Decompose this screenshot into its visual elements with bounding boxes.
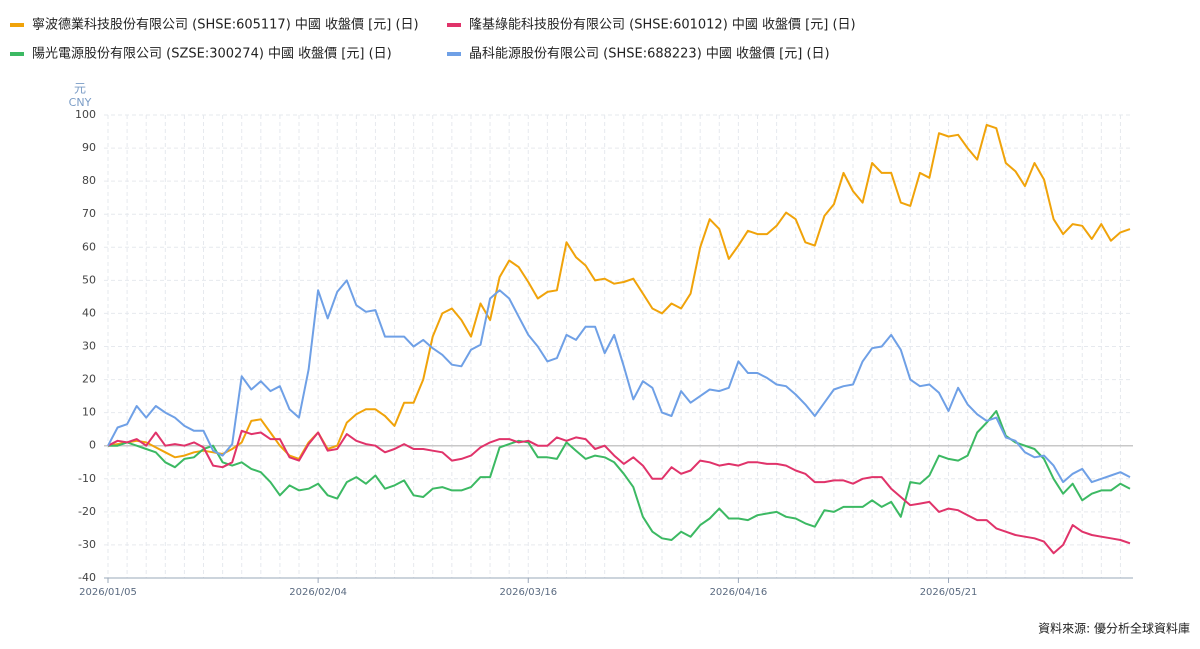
- y-tick-label: 40: [82, 306, 96, 319]
- y-tick-label: 20: [82, 373, 96, 386]
- y-unit: 元: [74, 82, 86, 96]
- source: 資料來源: 優分析全球資料庫: [1038, 621, 1190, 636]
- x-tick-label: 2026/02/04: [289, 587, 347, 598]
- y-tick-label: 100: [75, 108, 96, 121]
- y-tick-label: 0: [89, 439, 96, 452]
- y-tick-label: -30: [78, 538, 96, 551]
- y-unit: CNY: [69, 96, 92, 109]
- series-line: [107, 429, 1131, 555]
- y-tick-label: -10: [78, 472, 96, 485]
- y-tick-label: 80: [82, 174, 96, 187]
- x-tick-label: 2026/01/05: [79, 587, 137, 598]
- x-tick-label: 2026/04/16: [710, 587, 768, 598]
- y-tick-label: -20: [78, 505, 96, 518]
- x-tick-label: 2026/05/21: [920, 587, 978, 598]
- legend-label: 寧波德業科技股份有限公司 (SHSE:605117) 中國 收盤價 [元] (日…: [32, 17, 419, 33]
- series-line: [107, 123, 1131, 460]
- series-line: [108, 410, 1131, 541]
- y-tick-label: 70: [82, 207, 96, 220]
- y-tick-label: -40: [78, 571, 96, 584]
- y-tick-label: 10: [82, 406, 96, 419]
- y-tick-label: 50: [82, 273, 96, 286]
- legend-label: 陽光電源股份有限公司 (SZSE:300274) 中國 收盤價 [元] (日): [32, 47, 392, 62]
- legend-label: 晶科能源股份有限公司 (SHSE:688223) 中國 收盤價 [元] (日): [469, 47, 830, 62]
- y-tick-label: 30: [82, 340, 96, 353]
- y-tick-label: 90: [82, 141, 96, 154]
- series-line: [107, 279, 1131, 484]
- y-tick-label: 60: [82, 240, 96, 253]
- legend-label: 隆基綠能科技股份有限公司 (SHSE:601012) 中國 收盤價 [元] (日…: [469, 18, 856, 33]
- x-tick-label: 2026/03/16: [499, 587, 557, 598]
